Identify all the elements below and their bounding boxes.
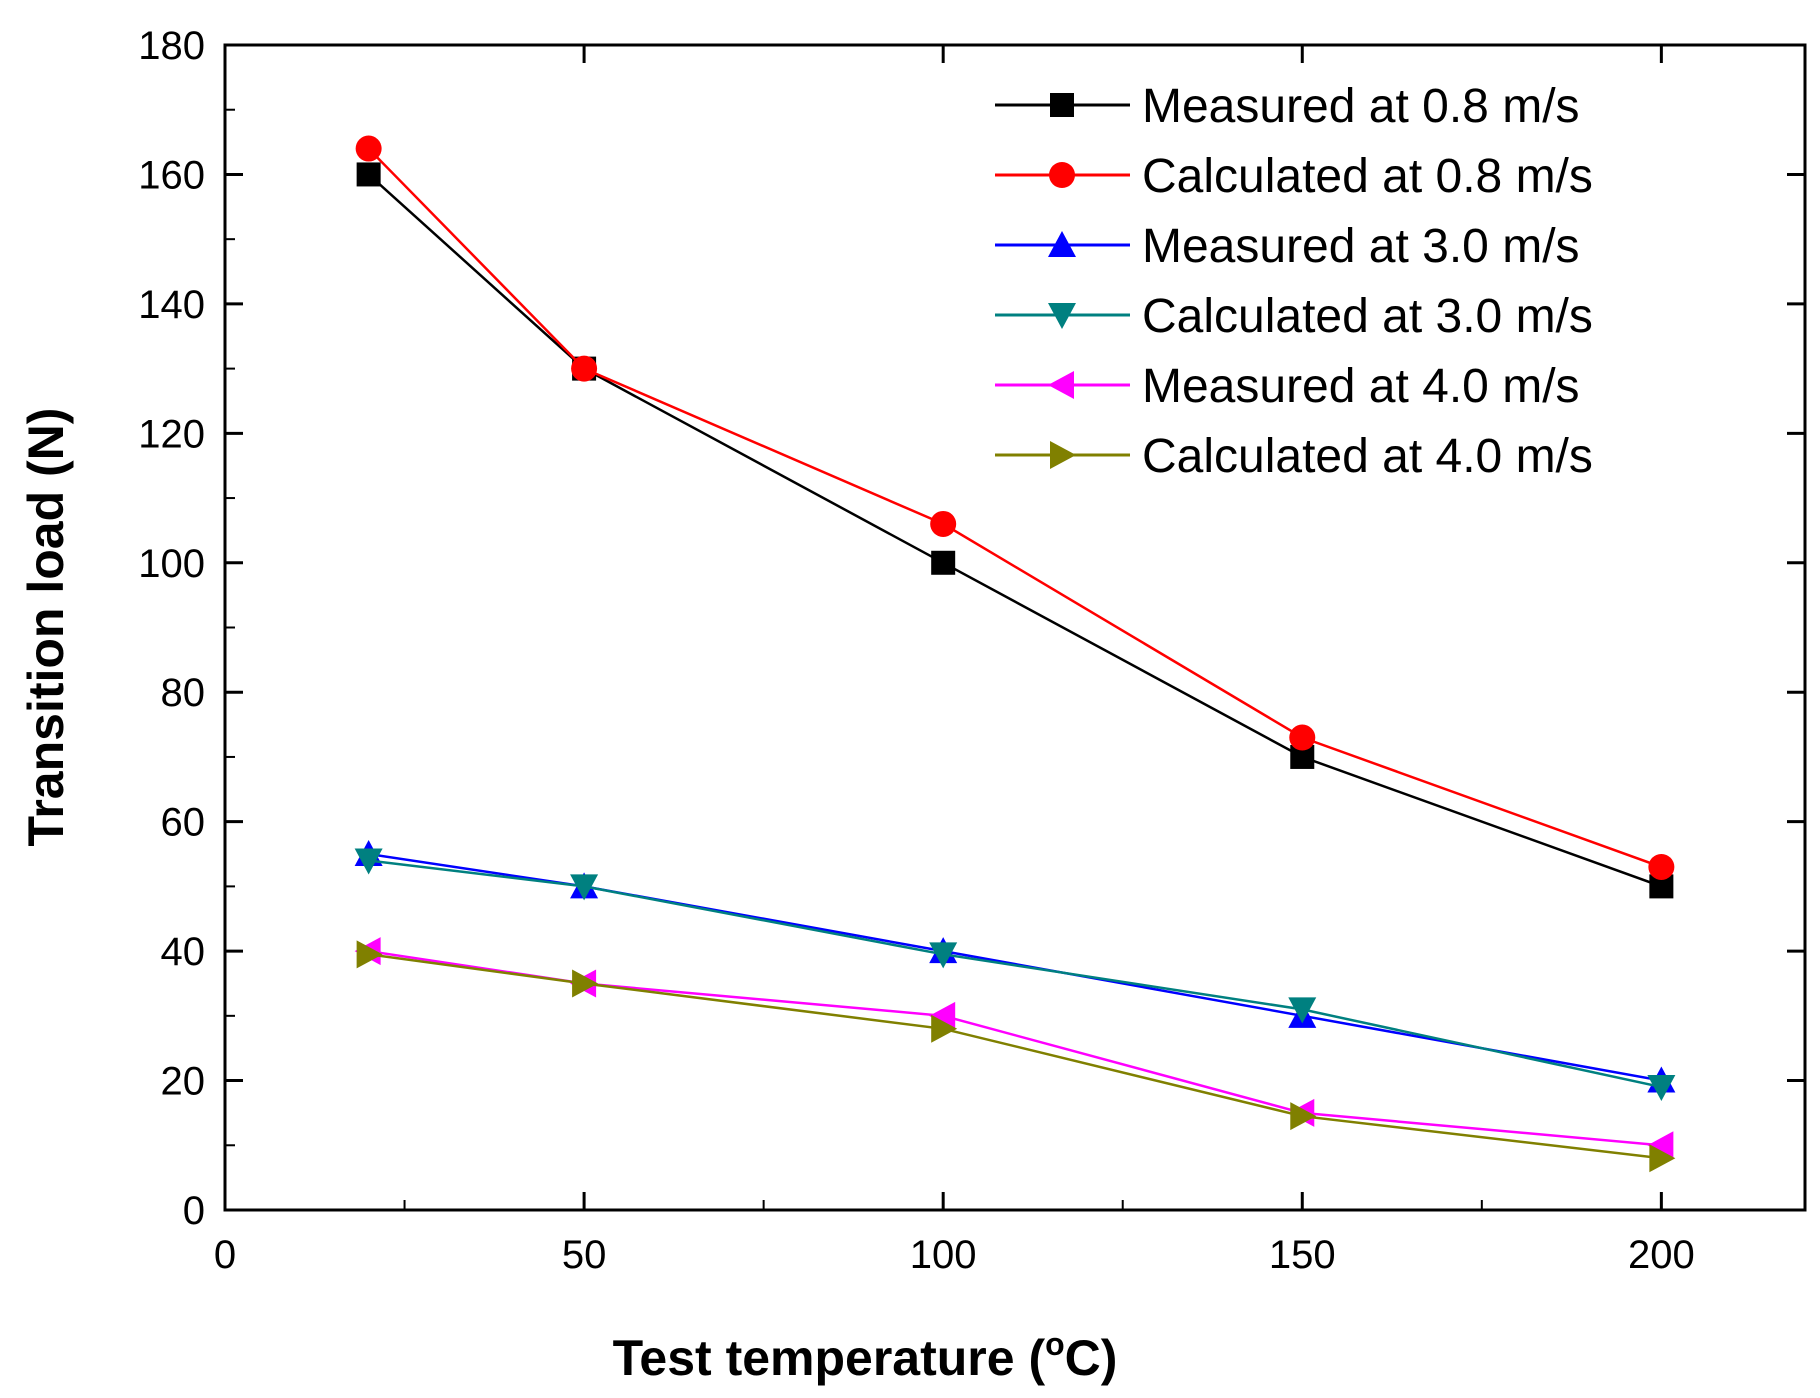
series-0-point-2 bbox=[931, 551, 955, 575]
x-axis-title-suffix: C) bbox=[1065, 1330, 1118, 1386]
y-tick-label-40: 40 bbox=[161, 930, 206, 974]
x-tick-label-100: 100 bbox=[910, 1233, 977, 1277]
legend: Measured at 0.8 m/s Calculated at 0.8 m/s… bbox=[995, 80, 1593, 483]
series-1-point-3 bbox=[1289, 725, 1315, 751]
series-line-3 bbox=[369, 861, 1662, 1088]
legend-marker-0 bbox=[1050, 93, 1074, 117]
y-tick-label-80: 80 bbox=[161, 671, 206, 715]
legend-label-0: Measured at 0.8 m/s bbox=[1142, 80, 1580, 133]
y-tick-label-60: 60 bbox=[161, 801, 206, 845]
x-axis-title: Test temperature (oC) bbox=[613, 1326, 1118, 1386]
y-tick-label-180: 180 bbox=[138, 24, 205, 68]
legend-marker-5 bbox=[1050, 441, 1076, 469]
series-0-point-0 bbox=[357, 162, 381, 186]
series-1-point-2 bbox=[930, 511, 956, 537]
series-1-point-1 bbox=[571, 356, 597, 382]
x-tick-label-150: 150 bbox=[1269, 1233, 1336, 1277]
series-1-point-0 bbox=[356, 136, 382, 162]
x-tick-label-200: 200 bbox=[1628, 1233, 1695, 1277]
x-tick-label-50: 50 bbox=[562, 1233, 607, 1277]
y-tick-label-0: 0 bbox=[183, 1189, 205, 1233]
series-1-point-4 bbox=[1648, 854, 1674, 880]
legend-marker-1 bbox=[1049, 162, 1075, 188]
x-tick-label-0: 0 bbox=[214, 1233, 236, 1277]
chart: 0 20 40 60 80 100 120 140 160 180 0 50 100 150 200 Me… bbox=[0, 0, 1820, 1398]
x-axis-title-superscript: o bbox=[1045, 1326, 1065, 1362]
legend-label-4: Measured at 4.0 m/s bbox=[1142, 360, 1580, 413]
y-tick-label-20: 20 bbox=[161, 1060, 206, 1104]
legend-label-5: Calculated at 4.0 m/s bbox=[1142, 430, 1593, 483]
legend-label-3: Calculated at 3.0 m/s bbox=[1142, 290, 1593, 343]
y-axis-ticks: 0 20 40 60 80 100 120 140 160 180 bbox=[138, 24, 1805, 1233]
y-tick-label-120: 120 bbox=[138, 412, 205, 456]
y-tick-label-100: 100 bbox=[138, 542, 205, 586]
y-tick-label-140: 140 bbox=[138, 283, 205, 327]
x-axis-title-prefix: Test temperature ( bbox=[613, 1330, 1046, 1386]
y-tick-label-160: 160 bbox=[138, 153, 205, 197]
legend-label-2: Measured at 3.0 m/s bbox=[1142, 220, 1580, 273]
series-line-0 bbox=[369, 174, 1662, 886]
legend-label-1: Calculated at 0.8 m/s bbox=[1142, 150, 1593, 203]
legend-marker-4 bbox=[1048, 371, 1074, 399]
y-axis-title: Transition load (N) bbox=[18, 408, 74, 847]
